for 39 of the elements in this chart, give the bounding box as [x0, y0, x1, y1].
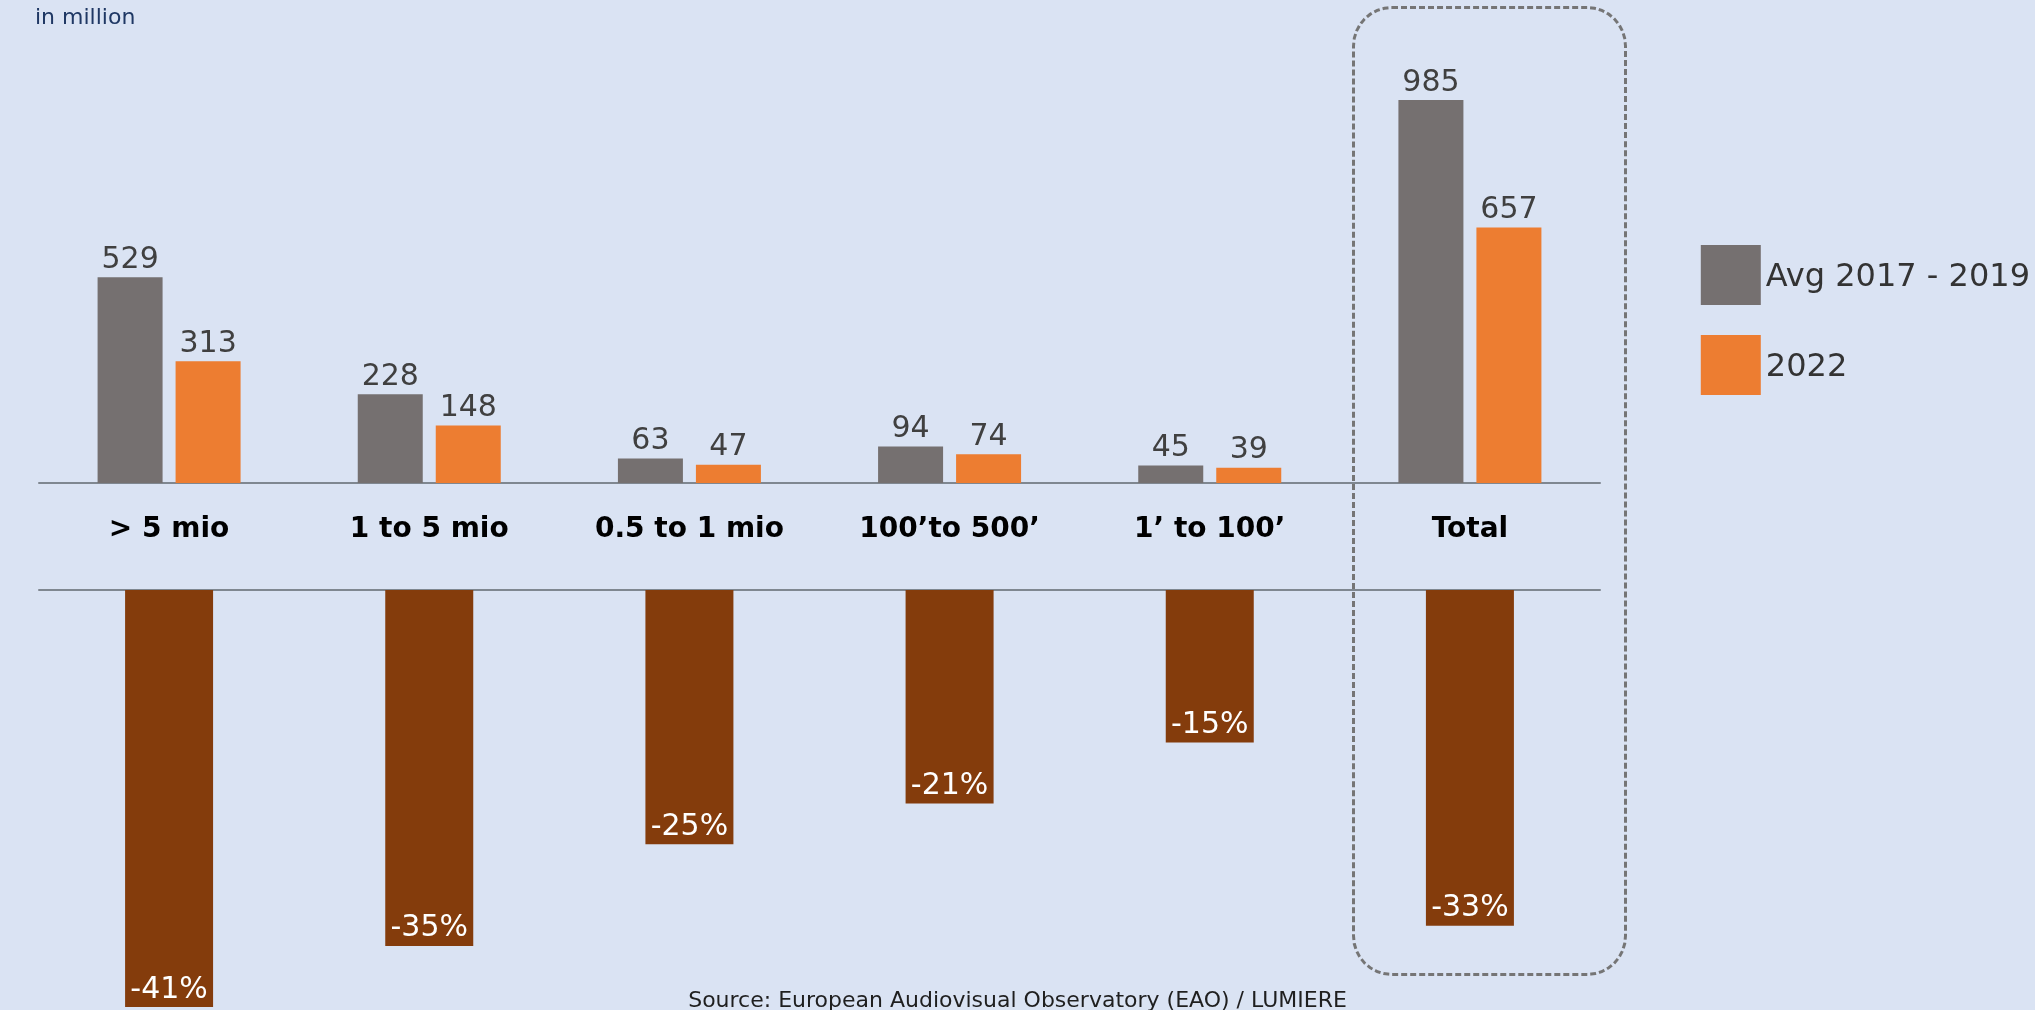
bar: [617, 458, 683, 483]
bar: [1476, 227, 1542, 483]
bar: [695, 464, 761, 483]
bar: [1216, 467, 1282, 483]
x-tick-label: > 5 mio: [108, 510, 230, 544]
x-tick-label: Total: [1431, 510, 1509, 544]
bar: [1398, 100, 1464, 483]
data-label: -33%: [1431, 888, 1509, 924]
bar: [175, 361, 241, 483]
data-label: 529: [101, 239, 159, 275]
data-label: -21%: [910, 766, 989, 802]
data-label: 39: [1229, 430, 1268, 466]
data-label: -15%: [1170, 705, 1249, 741]
data-label: 63: [631, 421, 670, 456]
bar: [357, 394, 423, 483]
bar: [1138, 465, 1204, 483]
data-label: 47: [709, 427, 748, 463]
bar: [878, 446, 944, 483]
bar: [956, 454, 1022, 483]
data-label: 985: [1402, 62, 1460, 98]
chart-subtitle: in million: [35, 3, 136, 29]
legend-label: Avg 2017 - 2019: [1765, 256, 2030, 294]
data-label: 313: [179, 323, 237, 359]
data-label: -41%: [130, 969, 208, 1005]
data-label: 94: [891, 408, 930, 444]
data-label: -25%: [650, 806, 729, 842]
bar: [97, 277, 163, 483]
x-tick-label: 100’to 500’: [859, 510, 1040, 544]
data-label: 45: [1151, 428, 1190, 463]
legend-label: 2022: [1765, 346, 1848, 384]
x-tick-label: 1’ to 100’: [1134, 510, 1286, 544]
data-label: -35%: [390, 908, 469, 944]
data-label: 228: [361, 356, 419, 392]
bar: [435, 425, 501, 483]
data-label: 74: [969, 416, 1008, 452]
data-label: 148: [439, 387, 497, 423]
data-label: 657: [1480, 190, 1538, 226]
x-tick-label: 0.5 to 1 mio: [594, 510, 784, 544]
x-tick-label: 1 to 5 mio: [349, 510, 509, 544]
